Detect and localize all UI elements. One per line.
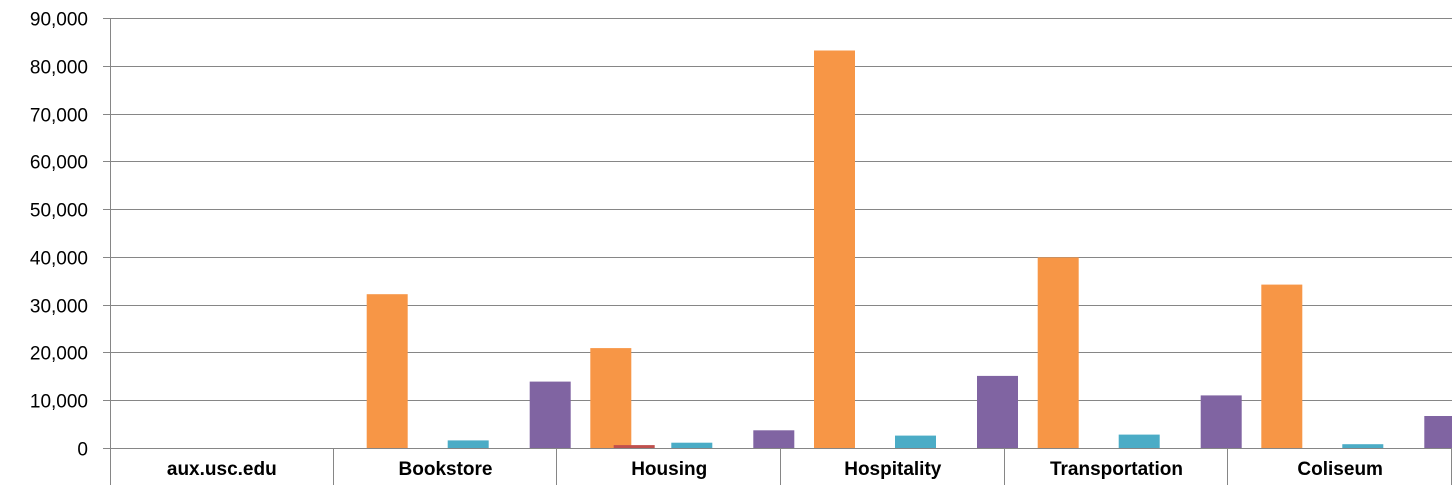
y-tick-label: 70,000 (30, 106, 88, 127)
bar (1200, 395, 1242, 448)
x-category-label: Transportation (1050, 459, 1183, 480)
bar (1424, 416, 1452, 448)
y-tick-label: 60,000 (30, 153, 88, 174)
x-category-label: aux.usc.edu (167, 459, 277, 480)
y-tick-label: 0 (77, 440, 88, 461)
bar (613, 445, 655, 448)
bar (366, 294, 408, 448)
x-category-label: Hospitality (844, 459, 942, 480)
bar (529, 381, 571, 448)
bar (590, 348, 632, 448)
bar (1037, 257, 1079, 448)
bar (814, 50, 855, 448)
y-tick-label: 40,000 (30, 249, 88, 270)
bar (1118, 434, 1160, 448)
x-axis-category-labels: aux.usc.edu Bookstore Housing Hospitality Tr… (167, 459, 1383, 480)
gridlines (110, 18, 1452, 449)
bar (753, 430, 795, 448)
y-tick-label: 90,000 (30, 10, 88, 31)
y-tick-label: 20,000 (30, 344, 88, 365)
bar (447, 440, 489, 448)
bars (366, 50, 1452, 448)
bar (671, 442, 713, 448)
y-axis-tick-labels: 0 10,000 20,000 30,000 40,000 50,000 60,000 70,… (30, 10, 88, 461)
x-category-label: Housing (631, 459, 707, 480)
y-tick-label: 10,000 (30, 392, 88, 413)
y-tick-label: 30,000 (30, 297, 88, 318)
y-tick-label: 80,000 (30, 58, 88, 79)
x-category-label: Coliseum (1297, 459, 1383, 480)
bar (977, 375, 1018, 448)
x-category-label: Bookstore (399, 459, 493, 480)
bar (1261, 284, 1303, 448)
axes (103, 18, 1452, 485)
bar (1342, 444, 1384, 448)
y-tick-label: 50,000 (30, 201, 88, 222)
bar (895, 435, 936, 448)
